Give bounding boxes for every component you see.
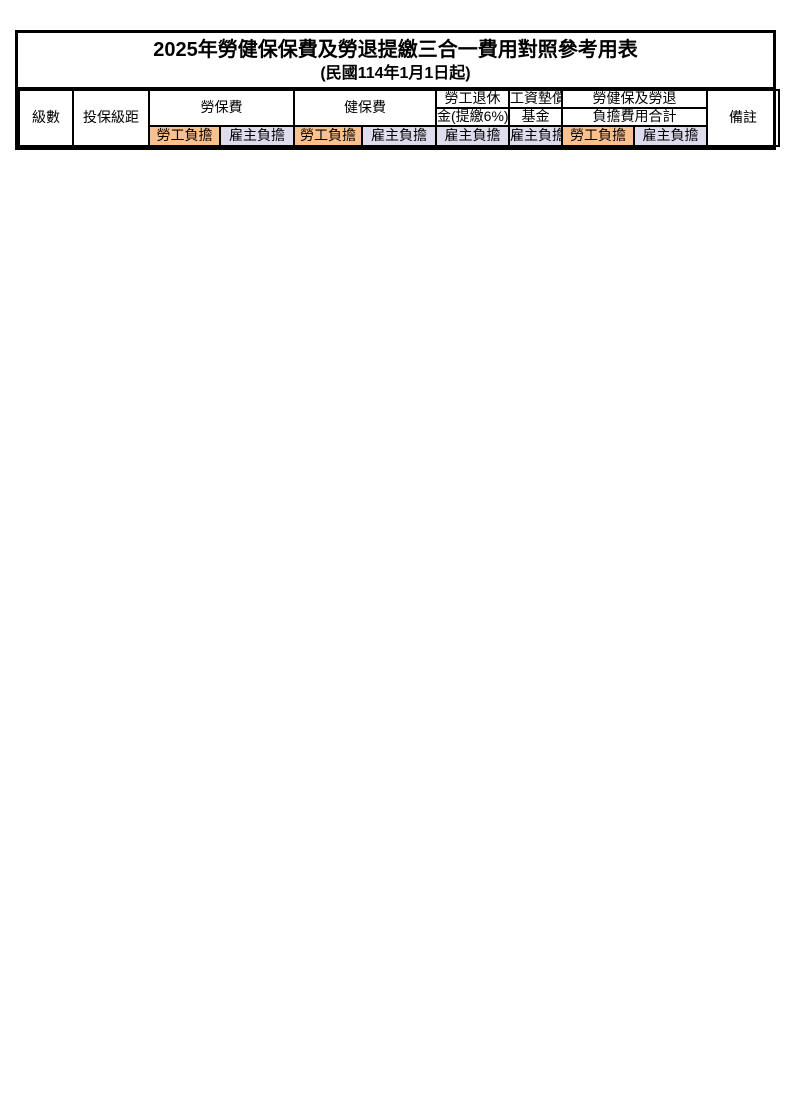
subheader-health-employer: 雇主負擔 bbox=[361, 125, 437, 148]
header-row-2: 金(提繳6%) 基金 負擔費用合計 bbox=[19, 107, 779, 128]
col-header-total-line2: 負擔費用合計 bbox=[561, 107, 708, 128]
col-header-pension-line2: 金(提繳6%) bbox=[435, 107, 510, 128]
page-title: 2025年勞健保保費及勞退提繳三合一費用對照參考用表 bbox=[153, 39, 638, 61]
header-row-3: 勞工負擔 雇主負擔 勞工負擔 雇主負擔 雇主負擔 雇主負擔 勞工負擔 雇主負擔 bbox=[19, 125, 779, 148]
fee-comparison-table: 級數 投保級距 勞保費 健保費 勞工退休 工資墊償 勞健保及勞退 備註 金(提繳… bbox=[18, 89, 780, 148]
subheader-wage-fund-employer: 雇主負擔 bbox=[508, 125, 563, 148]
col-header-total-line1: 勞健保及勞退 bbox=[561, 89, 708, 110]
subheader-health-employee: 勞工負擔 bbox=[293, 125, 363, 148]
premium-reference-sheet: 2025年勞健保保費及勞退提繳三合一費用對照參考用表 (民國114年1月1日起)… bbox=[15, 30, 780, 151]
table-title-block: 2025年勞健保保費及勞退提繳三合一費用對照參考用表 (民國114年1月1日起) bbox=[18, 33, 773, 90]
header-row-1: 級數 投保級距 勞保費 健保費 勞工退休 工資墊償 勞健保及勞退 備註 bbox=[18, 89, 780, 148]
subheader-labor-employer: 雇主負擔 bbox=[219, 125, 295, 148]
col-header-wage-fund-line1: 工資墊償 bbox=[508, 89, 563, 110]
subheader-total-employer: 雇主負擔 bbox=[633, 125, 708, 148]
col-header-remark: 備註 bbox=[706, 89, 780, 148]
col-header-level: 級數 bbox=[18, 89, 74, 148]
col-header-wage-fund-line2: 基金 bbox=[508, 107, 563, 128]
col-header-labor-insurance: 勞保費 bbox=[148, 89, 295, 128]
subheader-total-employee: 勞工負擔 bbox=[561, 125, 635, 148]
page-subtitle: (民國114年1月1日起) bbox=[320, 65, 471, 82]
col-header-bracket: 投保級距 bbox=[72, 89, 150, 148]
col-header-pension-line1: 勞工退休 bbox=[435, 89, 510, 110]
subheader-pension-employer: 雇主負擔 bbox=[435, 125, 510, 148]
col-header-health-insurance: 健保費 bbox=[293, 89, 437, 128]
subheader-labor-employee: 勞工負擔 bbox=[148, 125, 221, 148]
